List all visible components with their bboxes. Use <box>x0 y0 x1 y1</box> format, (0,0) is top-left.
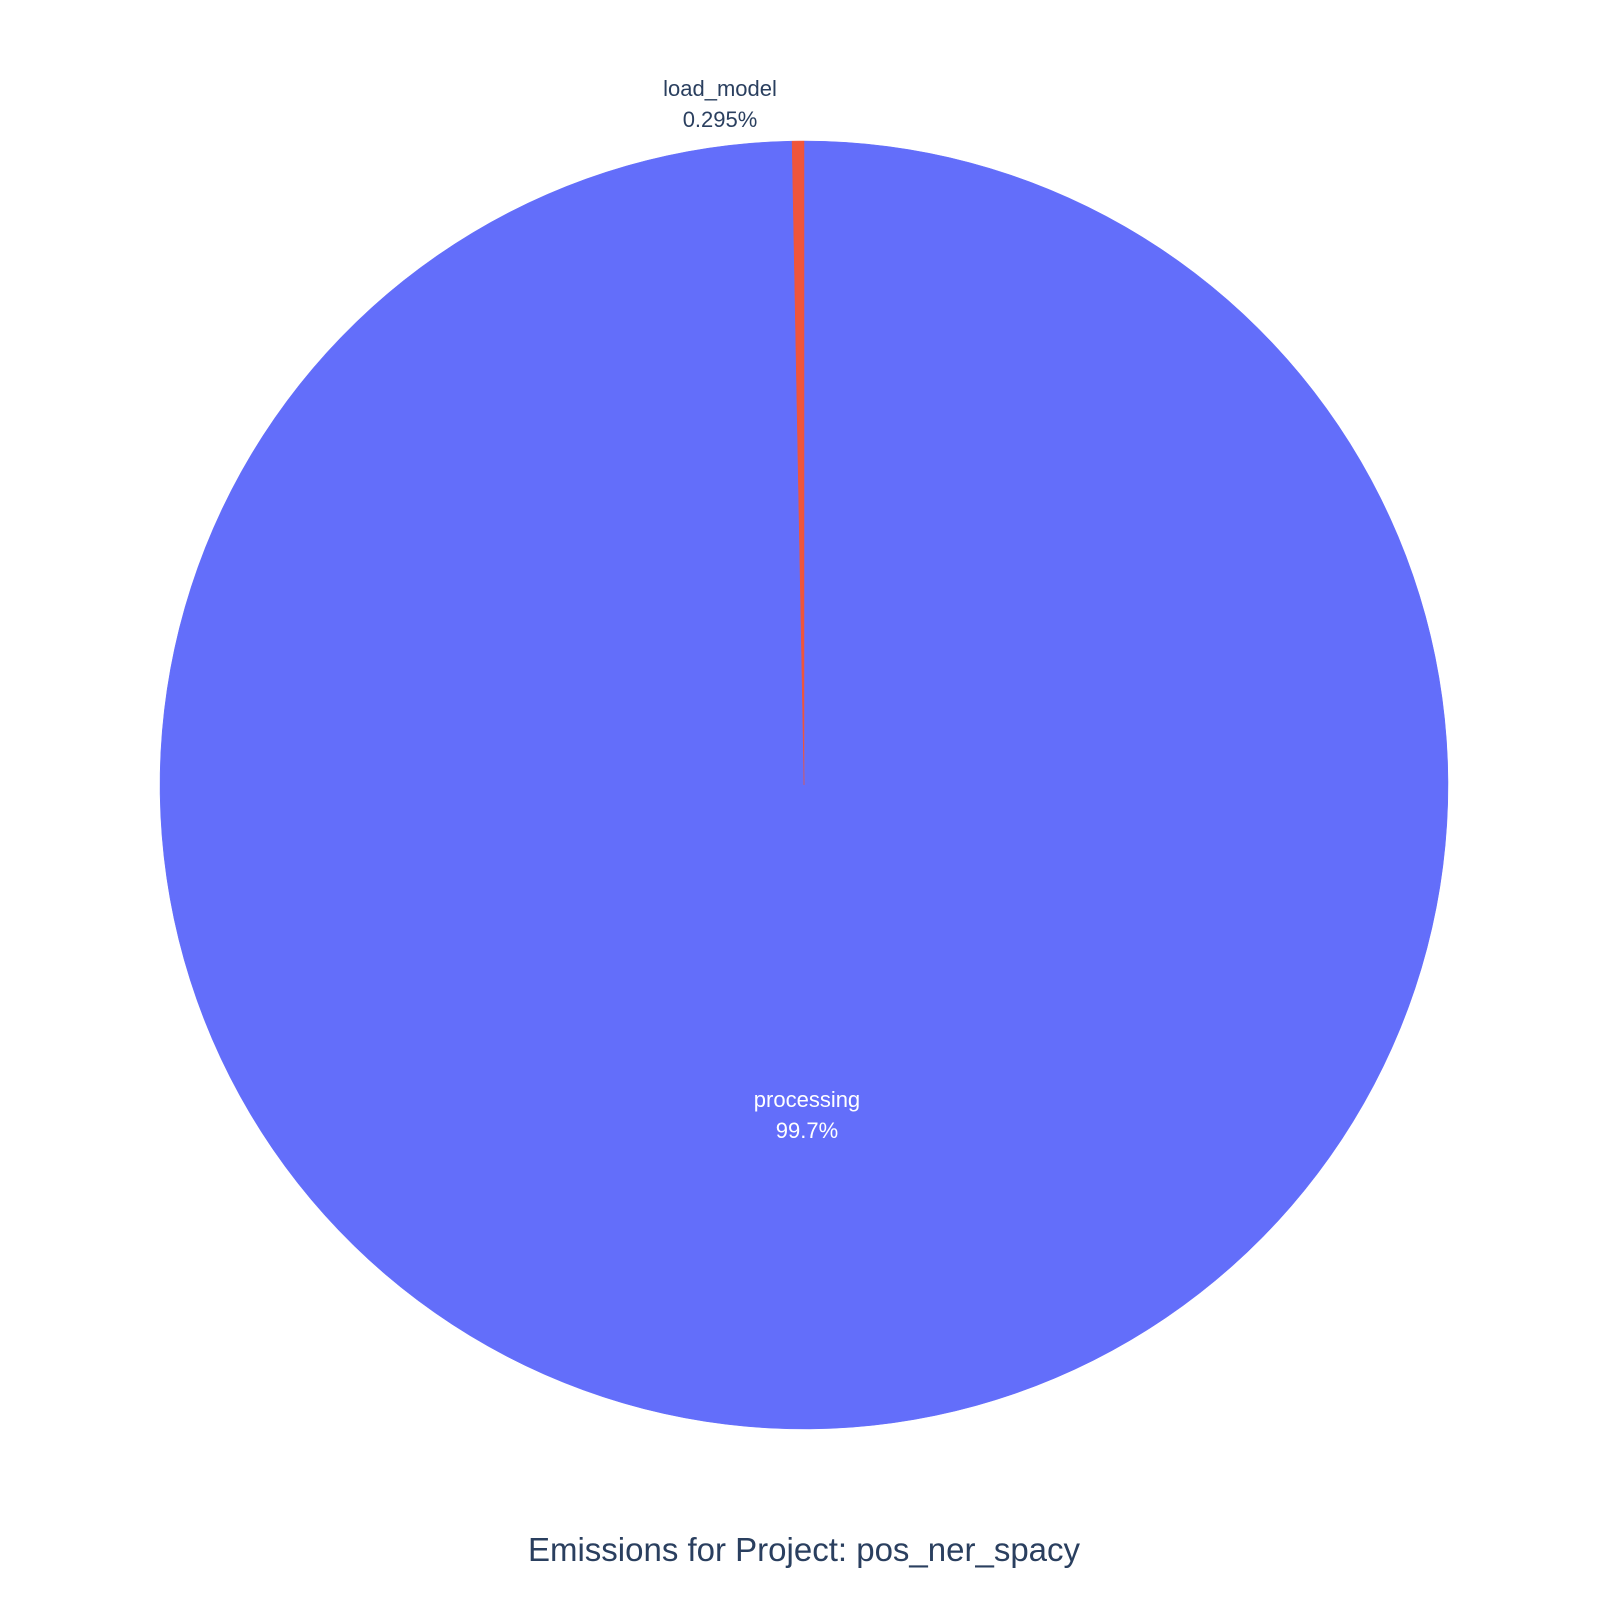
slice-percent-load-model: 0.295% <box>683 107 758 132</box>
chart-title: Emissions for Project: pos_ner_spacy <box>528 1531 1081 1568</box>
slice-label-processing: processing <box>754 1087 860 1112</box>
pie-slices <box>159 140 1449 1430</box>
slice-label-load-model: load_model <box>663 76 777 101</box>
slice-labels: processing 99.7% load_model 0.295% <box>663 76 860 1143</box>
slice-percent-processing: 99.7% <box>776 1118 838 1143</box>
pie-slice-load-model <box>791 140 805 786</box>
